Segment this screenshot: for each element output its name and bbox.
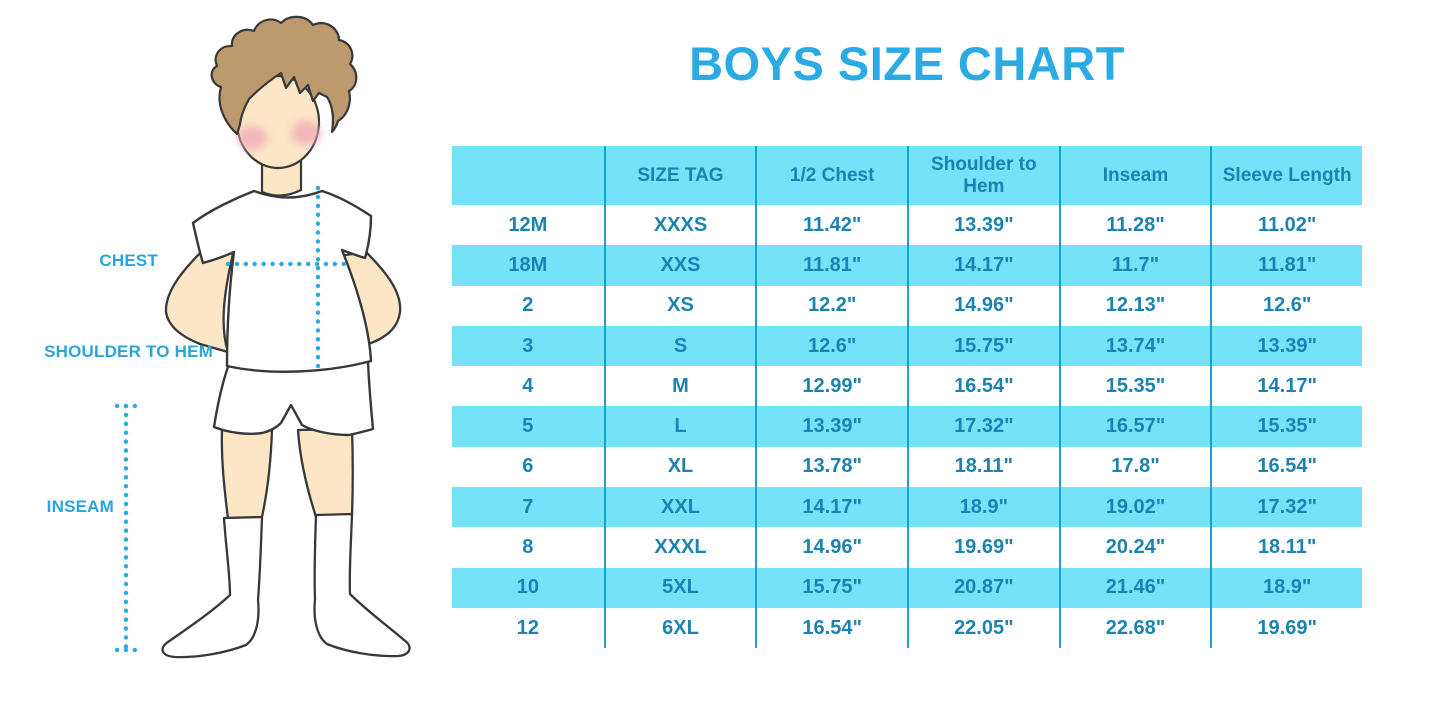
value-cell: 15.75" (755, 567, 907, 608)
value-cell: 16.54" (755, 607, 907, 649)
value-cell: 13.74" (1058, 325, 1211, 367)
value-cell: S (603, 325, 756, 367)
value-cell: 13.39" (755, 406, 907, 447)
value-cell: 12.99" (755, 366, 907, 407)
size-cell: 12M (508, 213, 548, 236)
header-cell-3: Shoulder to Hem (907, 146, 1059, 205)
value-cell: 11.7" (1058, 245, 1211, 286)
value-cell: 15.35" (1210, 406, 1362, 447)
size-cell: 7 (452, 487, 604, 528)
boy-illustration (114, 15, 411, 659)
value-cell: 14.17" (1210, 366, 1362, 407)
value-cell: 17.32" (1210, 487, 1362, 528)
size-cell: 3 (452, 325, 604, 367)
size-cell: 18M (452, 245, 604, 286)
value-cell: 12.13" (1058, 285, 1211, 326)
value-cell: 5XL (603, 567, 756, 608)
right-sock (313, 512, 411, 658)
inseam-measure-line (114, 403, 145, 653)
size-cell: 10 (452, 567, 604, 608)
boy-figure: CHEST SHOULDER TO HEM INSEAM (0, 0, 450, 723)
hair (210, 15, 358, 136)
value-cell: 11.81" (755, 245, 907, 286)
value-cell: 11.02" (1210, 205, 1362, 246)
size-table: SIZE TAG 1/2 Chest Shoulder to Hem Inseam Sl… (452, 146, 1362, 649)
header-cell-4: Inseam (1058, 146, 1211, 205)
size-cell: 12 (516, 616, 539, 639)
chest-label: CHEST (99, 251, 158, 270)
value-cell: 13.39" (907, 205, 1059, 246)
value-cell: 20.24" (1058, 527, 1211, 568)
value-cell: 11.28" (1058, 205, 1211, 246)
value-cell: XXXL (603, 527, 756, 568)
value-cell: 19.69" (1210, 607, 1362, 649)
value-cell: 18.9" (907, 487, 1059, 528)
value-cell: XXS (603, 245, 756, 286)
left-sock (161, 515, 264, 659)
header-cell-1: SIZE TAG (603, 146, 756, 205)
value-cell: 17.8" (1058, 446, 1211, 488)
value-cell: 17.32" (907, 406, 1059, 447)
value-cell: M (603, 366, 756, 407)
value-cell: 18.11" (907, 446, 1059, 488)
value-cell: 12.6" (1210, 285, 1362, 326)
value-cell: 12.6" (755, 325, 907, 367)
page-title: BOYS SIZE CHART (689, 37, 1125, 90)
left-arm (164, 246, 235, 354)
value-cell: 22.68" (1058, 607, 1211, 649)
value-cell: 16.54" (907, 366, 1059, 407)
size-cell: 6 (522, 455, 534, 478)
value-cell: 11.81" (1210, 245, 1362, 286)
value-cell: 14.96" (755, 527, 907, 568)
shoulder-to-hem-label: SHOULDER TO HEM (44, 342, 213, 361)
value-cell: 16.57" (1058, 406, 1211, 447)
value-cell: 14.17" (755, 487, 907, 528)
value-cell: 18.9" (1210, 567, 1362, 608)
value-cell: L (603, 406, 756, 447)
value-cell: XL (603, 446, 756, 488)
value-cell: XXL (603, 487, 756, 528)
value-cell: 19.02" (1058, 487, 1211, 528)
value-cell: 18.11" (1210, 527, 1362, 568)
inseam-label: INSEAM (46, 497, 114, 516)
header-cell-5: Sleeve Length (1210, 146, 1362, 205)
value-cell: XXXS (603, 205, 756, 246)
size-cell: 8 (522, 536, 534, 559)
value-cell: 15.35" (1058, 366, 1211, 407)
value-cell: 21.46" (1058, 567, 1211, 608)
value-cell: 11.42" (755, 205, 907, 246)
shirt (191, 189, 373, 373)
value-cell: 14.96" (907, 285, 1059, 326)
value-cell: 16.54" (1210, 446, 1362, 488)
shorts (212, 359, 375, 437)
value-cell: 14.17" (907, 245, 1059, 286)
size-cell: 4 (522, 374, 534, 397)
value-cell: 13.78" (755, 446, 907, 488)
header-cell-0 (452, 146, 604, 205)
value-cell: 12.2" (755, 285, 907, 326)
right-blush (291, 121, 321, 145)
left-leg (220, 428, 274, 521)
value-cell: 22.05" (907, 607, 1059, 649)
size-cell: 5 (452, 406, 604, 447)
size-cell: 2 (522, 294, 534, 317)
value-cell: 13.39" (1210, 325, 1362, 367)
left-blush (237, 126, 267, 150)
value-cell: 19.69" (907, 527, 1059, 568)
value-cell: 6XL (603, 607, 756, 649)
value-cell: XS (603, 285, 756, 326)
header-cell-2: 1/2 Chest (755, 146, 907, 205)
value-cell: 15.75" (907, 325, 1059, 367)
right-leg (296, 427, 354, 519)
value-cell: 20.87" (907, 567, 1059, 608)
